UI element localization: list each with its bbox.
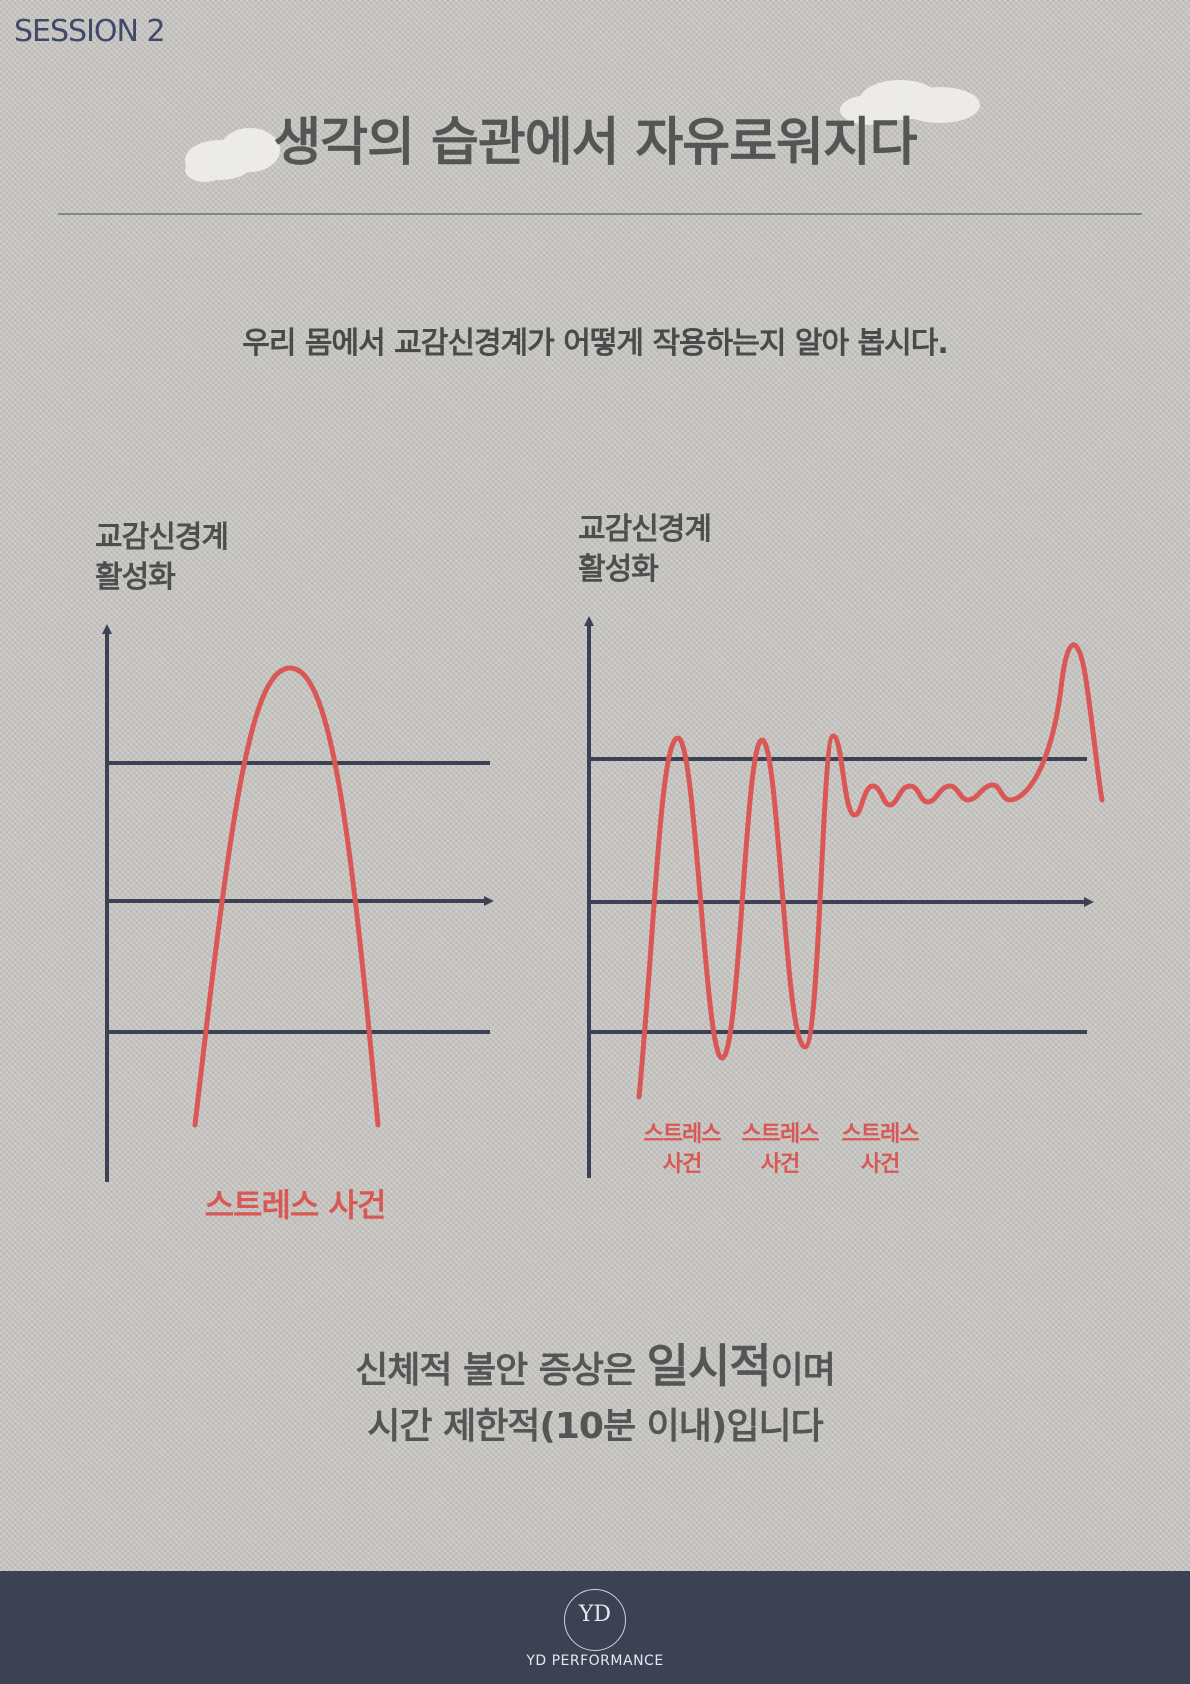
right-stress-event-label-2: 스트레스 사건: [725, 1120, 835, 1180]
left-stress-event-label: 스트레스 사건: [204, 1186, 387, 1224]
page-subtitle: 우리 몸에서 교감신경계가 어떻게 작용하는지 알아 봅시다.: [242, 326, 948, 361]
event-label-line1: 스트레스: [741, 1122, 820, 1147]
event-label-line1: 스트레스: [841, 1122, 920, 1147]
page-title: 생각의 습관에서 자유로워지다: [273, 113, 917, 173]
event-label-line2: 사건: [860, 1152, 900, 1177]
right-axis-label-line2: 활성화: [578, 552, 659, 587]
conclusion-part2: 이며: [770, 1350, 836, 1391]
brand-name: YD PERFORMANCE: [526, 1653, 664, 1669]
left-activation-curve: [192, 665, 381, 1128]
conclusion-line2: 시간 제한적(10분 이내)입니다: [367, 1406, 823, 1447]
right-activation-curve: [636, 642, 1105, 1100]
right-stress-event-label-3: 스트레스 사건: [825, 1120, 935, 1180]
conclusion-part1: 신체적 불안 증상은: [355, 1350, 647, 1391]
right-diagram: [584, 616, 1105, 1178]
left-axis-label-line2: 활성화: [95, 560, 176, 595]
conclusion-text: 신체적 불안 증상은 일시적이며 시간 제한적(10분 이내)입니다: [0, 1338, 1190, 1455]
cloud-icon: [840, 80, 980, 125]
cloud-icon: [185, 128, 280, 182]
left-axis-label: 교감신경계 활성화: [95, 518, 229, 598]
brand-logo: YD: [564, 1589, 626, 1651]
session-label: SESSION 2: [14, 14, 166, 49]
logo-letters: YD: [578, 1602, 612, 1627]
right-stress-event-label-1: 스트레스 사건: [627, 1120, 737, 1180]
right-axis-label: 교감신경계 활성화: [578, 510, 712, 590]
event-label-line1: 스트레스: [643, 1122, 722, 1147]
event-label-line2: 사건: [760, 1152, 800, 1177]
divider: [58, 213, 1142, 215]
left-diagram: [102, 624, 494, 1182]
conclusion-line1: 신체적 불안 증상은 일시적이며: [0, 1338, 1190, 1399]
conclusion-emphasis: 일시적: [646, 1339, 772, 1393]
left-axis-label-line1: 교감신경계: [95, 520, 229, 555]
right-axis-label-line1: 교감신경계: [578, 512, 712, 547]
event-label-line2: 사건: [662, 1152, 702, 1177]
